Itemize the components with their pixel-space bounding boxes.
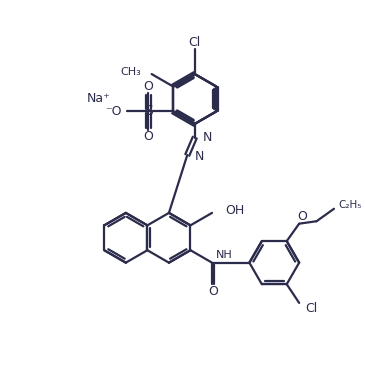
Text: CH₃: CH₃	[120, 67, 141, 77]
Text: O: O	[208, 285, 218, 298]
Text: Na⁺: Na⁺	[87, 91, 110, 105]
Text: S: S	[144, 105, 153, 118]
Text: N: N	[203, 131, 212, 144]
Text: OH: OH	[226, 205, 245, 217]
Text: O: O	[297, 211, 307, 223]
Text: C₂H₅: C₂H₅	[339, 200, 362, 210]
Text: ⁻O: ⁻O	[105, 105, 122, 118]
Text: O: O	[143, 80, 153, 92]
Text: NH: NH	[216, 250, 233, 260]
Text: Cl: Cl	[305, 302, 317, 315]
Text: N: N	[195, 150, 204, 164]
Text: Cl: Cl	[189, 36, 201, 49]
Text: O: O	[143, 130, 153, 143]
